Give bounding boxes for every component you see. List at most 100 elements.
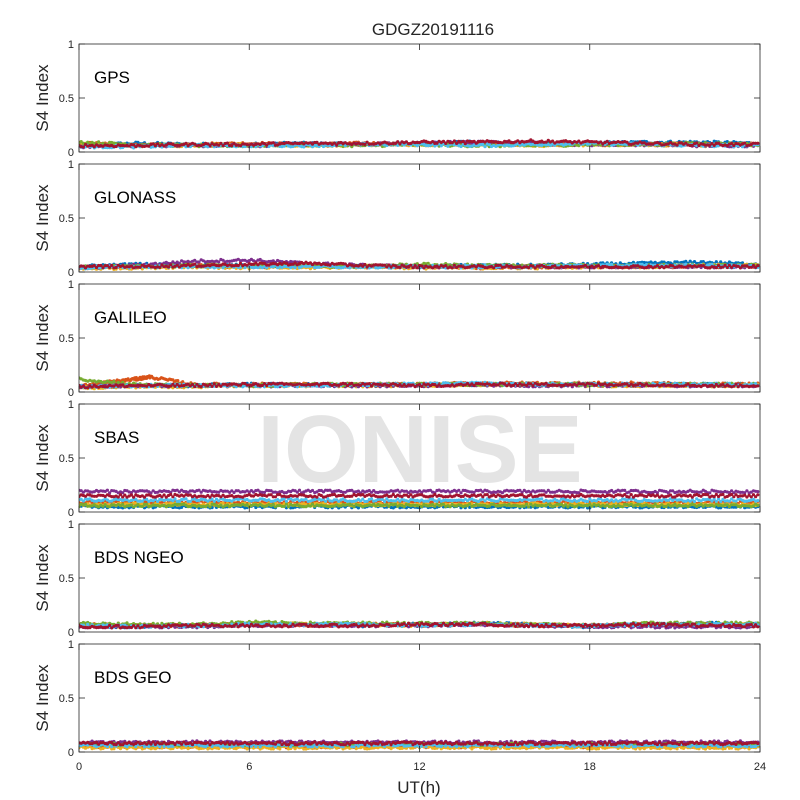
data-point [483, 145, 487, 149]
data-point [577, 139, 581, 143]
data-point [160, 263, 164, 267]
data-point [142, 264, 147, 268]
data-point [169, 263, 173, 267]
data-point [197, 260, 201, 264]
data-point [310, 142, 315, 146]
data-point [498, 263, 502, 267]
data-point [503, 265, 507, 269]
data-point [176, 379, 180, 383]
figure-title: GDGZ20191116 [372, 20, 494, 39]
data-point [522, 265, 526, 269]
data-point [439, 144, 443, 148]
series-group [79, 374, 760, 391]
data-point [151, 142, 155, 146]
y-tick-label: 0 [68, 267, 74, 279]
data-point [710, 262, 714, 266]
data-point [553, 143, 557, 147]
data-point [221, 144, 225, 148]
data-point [487, 143, 491, 147]
data-point [138, 265, 142, 269]
data-point [727, 263, 732, 267]
data-point [241, 142, 245, 146]
data-point [756, 141, 760, 145]
panel-label: GPS [94, 68, 130, 87]
data-point [177, 261, 181, 265]
data-point [725, 265, 729, 270]
data-point [343, 262, 347, 266]
data-point [271, 141, 275, 145]
data-point [452, 263, 456, 267]
data-point [166, 265, 171, 269]
data-point [108, 265, 112, 269]
data-point [740, 261, 745, 265]
data-point [232, 141, 236, 146]
y-tick-label: 1 [68, 159, 74, 171]
data-point [716, 263, 721, 268]
data-point [348, 266, 352, 270]
data-point [751, 263, 756, 268]
data-point [83, 142, 88, 147]
data-point [365, 265, 369, 269]
data-point [217, 260, 221, 264]
data-point [743, 264, 747, 268]
data-point [714, 260, 718, 264]
data-point [479, 142, 483, 146]
data-point [175, 263, 179, 267]
data-point [81, 145, 85, 149]
data-point [413, 264, 417, 268]
data-point [492, 266, 496, 270]
data-point [658, 141, 662, 145]
data-point [411, 266, 415, 270]
data-point [481, 142, 485, 146]
data-point [712, 143, 716, 147]
data-point [756, 264, 760, 268]
y-tick-label: 0.5 [59, 93, 74, 105]
data-point [393, 141, 398, 145]
data-point [265, 266, 269, 270]
panel-label: GLONASS [94, 188, 176, 207]
data-point [243, 266, 247, 270]
data-point [385, 265, 389, 269]
data-point [684, 141, 688, 145]
series-group [79, 257, 760, 271]
data-point [153, 261, 157, 265]
data-point [265, 263, 269, 267]
data-point [675, 143, 679, 147]
data-point [114, 265, 118, 270]
data-point [101, 266, 105, 270]
data-point [404, 140, 408, 144]
data-point [156, 142, 160, 146]
data-point [723, 263, 727, 267]
data-point [531, 264, 535, 268]
data-point [79, 140, 83, 144]
data-point [697, 143, 701, 148]
data-point [293, 266, 297, 270]
data-point [365, 140, 369, 144]
data-point [719, 260, 723, 264]
data-point [398, 142, 402, 146]
data-point [461, 139, 465, 144]
data-point [315, 140, 319, 144]
data-point [730, 265, 734, 269]
data-point [431, 140, 435, 144]
data-point [736, 264, 740, 268]
data-point [463, 142, 467, 146]
data-point [254, 261, 258, 265]
series-group [79, 138, 760, 150]
data-point [684, 262, 688, 266]
data-point [738, 266, 743, 270]
data-point [734, 261, 738, 265]
data-point [332, 141, 336, 145]
data-point [507, 139, 511, 143]
data-point [692, 260, 697, 264]
data-point [317, 144, 321, 149]
data-point [363, 262, 367, 267]
data-point [618, 261, 622, 265]
data-point [217, 143, 221, 147]
data-point [500, 265, 504, 269]
data-point [105, 146, 109, 150]
data-point [262, 261, 267, 266]
data-point [444, 141, 448, 145]
data-point [92, 145, 96, 149]
data-point [221, 266, 225, 270]
